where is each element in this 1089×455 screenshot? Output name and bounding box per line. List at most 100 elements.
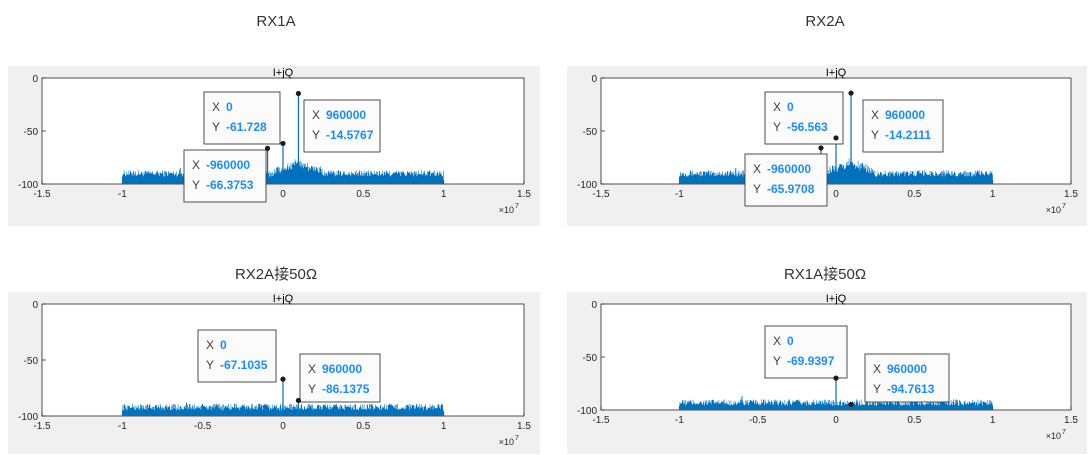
x-tick-label: -1.5 bbox=[33, 421, 51, 432]
datatip-box bbox=[764, 91, 844, 145]
datatip-y-value: -94.7613 bbox=[887, 382, 935, 396]
x-tick-label: -1.5 bbox=[592, 415, 610, 426]
datatip-x-label: X bbox=[753, 162, 761, 176]
x-tick-label: 0 bbox=[833, 189, 839, 200]
x-tick-label: 1.5 bbox=[517, 189, 531, 200]
datatip-point bbox=[833, 135, 839, 141]
datatip-box bbox=[303, 99, 381, 153]
datatip-x-value: 960000 bbox=[885, 108, 925, 122]
datatip-point bbox=[264, 145, 271, 151]
datatip-point bbox=[848, 90, 854, 96]
y-tick-label: 0 bbox=[32, 300, 38, 311]
x-exponent-power: 7 bbox=[1062, 203, 1066, 210]
x-tick-label: -0.5 bbox=[749, 415, 767, 426]
datatip-box bbox=[764, 325, 848, 379]
x-tick-label: 1 bbox=[990, 415, 996, 426]
datatip-x-value: 960000 bbox=[322, 362, 362, 376]
x-exponent-power: 7 bbox=[1062, 429, 1066, 436]
datatip-y-label: Y bbox=[873, 382, 881, 396]
x-tick-label: 0 bbox=[280, 189, 286, 200]
x-tick-label: 0.5 bbox=[356, 189, 370, 200]
panel-title-rx2a-50ohm: RX2A接50Ω bbox=[234, 266, 318, 283]
datatip-box bbox=[203, 91, 281, 145]
x-tick-label: 0.5 bbox=[356, 421, 370, 432]
y-tick-label: -100 bbox=[18, 180, 38, 191]
x-exponent-label: ×10 bbox=[1046, 205, 1061, 215]
datatip-point bbox=[280, 376, 286, 382]
panel-title-rx1a: RX1A bbox=[256, 13, 296, 30]
x-tick-label: 1.5 bbox=[517, 421, 531, 432]
datatip-y-label: Y bbox=[312, 128, 320, 142]
x-exponent-label: ×10 bbox=[1046, 431, 1061, 441]
datatip-x-label: X bbox=[212, 100, 220, 114]
datatip-x-value: -960000 bbox=[767, 162, 811, 176]
datatip-x-value: -960000 bbox=[206, 158, 250, 172]
datatip-x-label: X bbox=[206, 338, 214, 352]
datatip-point bbox=[848, 401, 854, 408]
x-tick-label: -1 bbox=[118, 189, 127, 200]
y-tick-label: 0 bbox=[591, 300, 597, 311]
x-tick-label: 0 bbox=[833, 415, 839, 426]
x-tick-label: 1 bbox=[990, 189, 996, 200]
x-tick-label: 1.5 bbox=[1064, 189, 1078, 200]
datatip-y-label: Y bbox=[212, 120, 220, 134]
x-tick-label: -1.5 bbox=[592, 189, 610, 200]
datatip-box bbox=[299, 353, 381, 403]
datatip-point bbox=[295, 397, 302, 404]
x-exponent-label: ×10 bbox=[499, 437, 514, 447]
datatip-y-label: Y bbox=[192, 178, 200, 192]
spectrum-figure-rx2a: I+jQ0-50-100-1.5 -1 0 0.5 1 1.5×10 7X 0Y -56.563… bbox=[567, 66, 1087, 226]
datatip-x-label: X bbox=[773, 100, 781, 114]
datatip-y-value: -56.563 bbox=[787, 120, 828, 134]
y-tick-label: -50 bbox=[24, 127, 39, 138]
datatip-y-label: Y bbox=[753, 182, 761, 196]
x-tick-label: -1.5 bbox=[33, 189, 51, 200]
datatip-y-value: -61.728 bbox=[226, 120, 267, 134]
datatip-y-label: Y bbox=[871, 128, 879, 142]
datatip-y-label: Y bbox=[308, 382, 316, 396]
x-tick-label: 1 bbox=[441, 189, 447, 200]
datatip-x-value: 960000 bbox=[887, 362, 927, 376]
axes-title: I+jQ bbox=[273, 293, 294, 305]
datatip-x-label: X bbox=[192, 158, 200, 172]
datatip-y-value: -69.9397 bbox=[787, 354, 835, 368]
x-tick-label: -1 bbox=[675, 189, 684, 200]
datatip-y-label: Y bbox=[206, 358, 214, 372]
axes-title: I+jQ bbox=[273, 67, 294, 79]
datatip-box bbox=[862, 99, 944, 153]
y-tick-label: 0 bbox=[591, 74, 597, 85]
spectrum-figure-rx1a: I+jQ0-50-100-1.5 -1 0 0.5 1 1.5×10 7X 0Y -61.728… bbox=[8, 66, 540, 226]
datatip-x-label: X bbox=[312, 108, 320, 122]
datatip-point bbox=[833, 375, 839, 381]
x-tick-label: -1 bbox=[118, 421, 127, 432]
y-tick-label: 0 bbox=[32, 74, 38, 85]
datatip-y-value: -86.1375 bbox=[322, 382, 370, 396]
datatip-y-value: -14.5767 bbox=[326, 128, 374, 142]
spectrum-figure-rx2a-50ohm: I+jQ0-50-100-1.5 -1 -0.5 0 0.5 1 1.5×10 7X 0Y -67… bbox=[8, 292, 540, 454]
datatip-point bbox=[295, 90, 302, 97]
datatip-x-label: X bbox=[873, 362, 881, 376]
axes-title: I+jQ bbox=[826, 293, 847, 305]
datatip-y-value: -14.2111 bbox=[885, 128, 931, 142]
x-tick-label: -1 bbox=[675, 415, 684, 426]
x-tick-label: -0.5 bbox=[194, 421, 212, 432]
x-exponent-label: ×10 bbox=[499, 205, 514, 215]
x-exponent-power: 7 bbox=[515, 435, 519, 442]
datatip-box bbox=[183, 149, 267, 203]
datatip-x-value: 0 bbox=[787, 100, 794, 114]
x-tick-label: 0.5 bbox=[907, 189, 921, 200]
y-tick-label: -100 bbox=[577, 406, 597, 417]
datatip-point bbox=[280, 140, 286, 147]
datatip-box bbox=[864, 353, 950, 403]
datatip-x-value: 0 bbox=[787, 334, 794, 348]
datatip-box bbox=[197, 329, 277, 383]
datatip-x-label: X bbox=[308, 362, 316, 376]
x-tick-label: 0.5 bbox=[907, 415, 921, 426]
datatip-point bbox=[818, 145, 824, 151]
x-tick-label: 1.5 bbox=[1064, 415, 1078, 426]
y-tick-label: -50 bbox=[583, 353, 598, 364]
x-exponent-power: 7 bbox=[515, 203, 519, 210]
datatip-y-value: -67.1035 bbox=[220, 358, 268, 372]
datatip-y-label: Y bbox=[773, 354, 781, 368]
axes-title: I+jQ bbox=[826, 67, 847, 79]
